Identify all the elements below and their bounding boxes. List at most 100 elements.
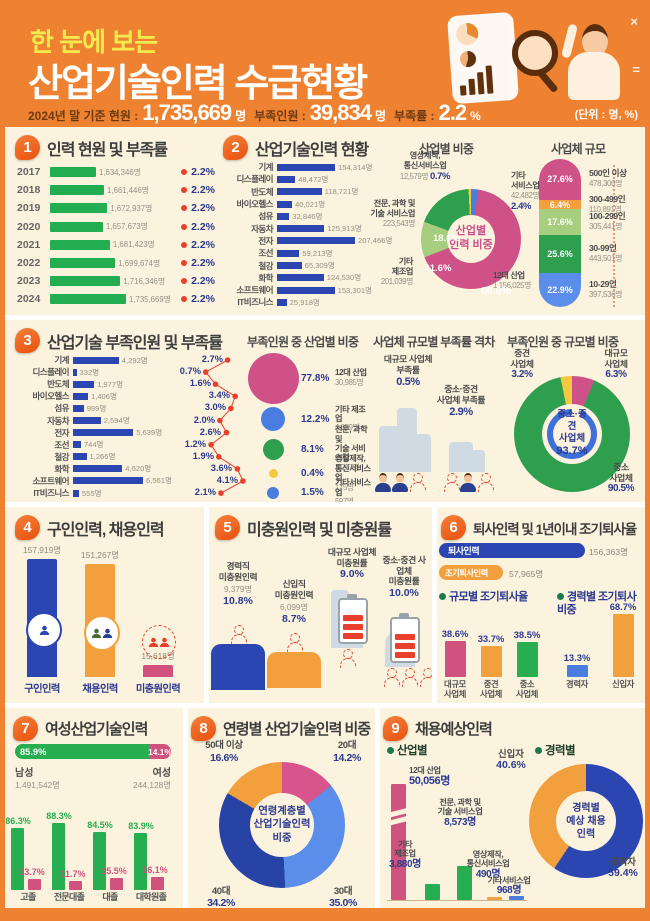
workforce-column: 15,618명 미충원인력 [136, 545, 181, 695]
shortage-row: 소프트웨어 6,561명 [15, 475, 247, 487]
shortage-rate: 2.2% [191, 202, 215, 215]
bar-label: 전문, 과학 및 기술 서비스업 8,573명 [437, 798, 483, 828]
share-label: 전문, 과학 및 기술 서비스업 3,217명 [335, 425, 368, 472]
podium-pct: 8.7% [282, 613, 306, 626]
bubble-row: 8.1% 전문, 과학 및 기술 서비스업 3,217명 [245, 425, 371, 472]
section-2-badge: 2 [223, 135, 248, 160]
shortage-row: 바이오헬스 1,406명 [15, 390, 247, 402]
section-4-title: 구인인력, 채용인력 [47, 521, 165, 539]
shortage-value: 744명 [83, 440, 104, 450]
shortage-rate: 3.0% [204, 402, 226, 412]
unfilled-battery: 대규모 사업체 미충원률 9.0% [327, 547, 377, 669]
job-opening-hiring-chart: 157,919명 구인인력 151,267명 채용인력 15,618명 미충원인… [15, 543, 197, 697]
shortage-size-share-panel: 중소·중견 사업체 93.7% 중견 사업체 3.2% 대규모 사업체 6.3% 중소 사업… [502, 348, 644, 502]
industry-label: IT비즈니스 [33, 488, 69, 499]
section-6-badge: 6 [441, 515, 466, 540]
gap-label-text: 대규모 사업체 부족률 [383, 354, 433, 375]
shortage-by-industry-chart: 기계 4,292명 디스플레이 332명 반도체 1,977명 바이오헬스 1,… [15, 354, 247, 500]
header-key-stats: 2024년 말 기준 현원 :1,735,669 명 부족인원 :39,834 명 부족… [28, 100, 481, 126]
shortage-row: 디스플레이 332명 [15, 366, 247, 378]
shortage-bar [73, 441, 81, 449]
shortage-row: 기계 4,292명 [15, 354, 247, 366]
rate-dot-icon [181, 187, 187, 194]
early-leave-bar [445, 641, 466, 678]
person-icon [556, 18, 626, 104]
share-label: 기타서비스업597명 [335, 478, 371, 506]
expected-hiring-by-career-donut: 경력별 예상 채용 인력 [529, 764, 643, 878]
industry-share-donut: 산업별 인력 비중 [421, 189, 521, 289]
unit-note: (단위 : 명, %) [574, 109, 638, 121]
stat-unit: 명 [235, 109, 247, 123]
section-6-title: 퇴사인력 및 1년이내 조기퇴사율 [473, 521, 637, 537]
magnifier-icon [512, 30, 558, 76]
industry-bar [277, 298, 287, 306]
bullet-icon [387, 747, 394, 754]
missing-people-icon [142, 625, 176, 659]
building-icon [397, 408, 417, 472]
shortage-rate: 2.2% [191, 184, 215, 197]
bar-label: 영상제작, 통신서비스업 490명 [466, 850, 510, 880]
divider [183, 708, 188, 908]
headcount-value: 1,661,446명 [107, 185, 149, 195]
share-label: 영상제작, 통신서비스업 175명 [335, 454, 371, 492]
industry-value: 118,721명 [324, 187, 359, 197]
share-pct: 8.1% [301, 443, 324, 455]
industry-bar [277, 237, 355, 245]
education-label: 대졸 [102, 892, 118, 902]
age-label: 40대 34.2% [207, 885, 235, 910]
company-size-chart: 27.6% 6.4% 17.6% 25.6% 22.9% 500인 이상 478,300명 3… [539, 157, 643, 309]
industry-bar [277, 262, 302, 270]
bubble-row: 0.4% 영상제작, 통신서비스업 175명 [245, 454, 371, 492]
donut-center-label: 중소·중견 사업체 93.7% [556, 409, 588, 457]
education-label: 고졸 [20, 892, 36, 902]
shortage-size-donut: 중소·중견 사업체 93.7% [514, 376, 630, 492]
shortage-bar [73, 489, 79, 497]
large-company-label: 대규모 사업체 6.3% [590, 348, 642, 381]
bar-value: 157,919명 [23, 545, 61, 555]
headcount-by-year-chart: 2017 1,634,346명 2.2% 2018 1,661,446명 2.2… [17, 163, 215, 309]
header-illustration: × = [430, 8, 640, 108]
industry-row: 전자 207,466명 [221, 235, 393, 247]
shortage-rate-line-chart: 2.7% 0.7% 1.6% 3.4% 3.0% 2.0% 2.6% 1.2% 1.9% 3.6%… [180, 354, 247, 500]
bar-label: 12대 산업 50,056명 [409, 766, 450, 788]
early-leave-bar [481, 645, 502, 677]
industry-label: 철강 [54, 451, 69, 462]
rate-polyline [202, 357, 246, 496]
share-label: 12대 산업 30,985명 [335, 368, 367, 387]
industry-row: 디스플레이 48,472명 [221, 173, 389, 185]
podium-value: 9,379명 [223, 585, 253, 595]
turnover-panel: 퇴사인력 156,363명 조기퇴사인력 57,965명 규모별 조기퇴사율 3… [439, 541, 645, 699]
large-company-pct: 6.3% [605, 369, 627, 381]
industry-label: 전자 [54, 427, 69, 438]
bar-value: 151,267명 [81, 550, 119, 560]
battery-icon [390, 612, 420, 663]
female-bar [69, 881, 82, 890]
year-row: 2017 1,634,346명 2.2% [17, 163, 215, 181]
bar-label: 채용인력 [82, 684, 118, 695]
sme-ring [547, 409, 597, 459]
industry-value: 207,466명 [358, 236, 393, 246]
poster-header: 한 눈에 보는 산업기술인력 수급현황 2024년 말 기준 현원 :1,735… [0, 0, 650, 127]
early-leave-pill: 조기퇴사인력 [439, 565, 503, 580]
small-company-label: 중소 사업체 90.5% [598, 462, 644, 495]
person-arm [561, 23, 578, 59]
stat-value: 2.2 [438, 100, 468, 125]
industry-label: 바이오헬스 [236, 199, 273, 210]
bubble-row: 1.5% 기타서비스업597명 [245, 478, 371, 506]
shortage-rate: 2.2% [191, 293, 215, 306]
early-leave-value: 57,965명 [509, 569, 544, 579]
bar-label: 구인인력 [24, 684, 60, 695]
sme-total-pct: 93.7% [556, 444, 588, 457]
headcount-bar [50, 276, 121, 287]
gap-rate: 2.9% [449, 406, 473, 419]
shortage-row: 화학 4,620명 [15, 463, 247, 475]
headcount-bar [50, 221, 103, 232]
education-group: 83.9% 16.1% 대학원졸 [128, 818, 170, 902]
donut-label-media: 영상제작, 통신서비스업 12,579명 0.7% [399, 151, 451, 182]
male-pct: 84.5% [87, 820, 113, 830]
year-row: 2020 1,657,673명 2.2% [17, 218, 215, 236]
section-7-header: 7 여성산업기술인력 [13, 716, 148, 741]
unfilled-workforce-panel: 경력직 미충원인력 9,379명 10.8% 신입직 미충원인력 6,099명 8.… [211, 547, 436, 699]
early-leave-bar [517, 641, 538, 677]
section-9-header: 9 채용예상인력 [383, 716, 493, 741]
